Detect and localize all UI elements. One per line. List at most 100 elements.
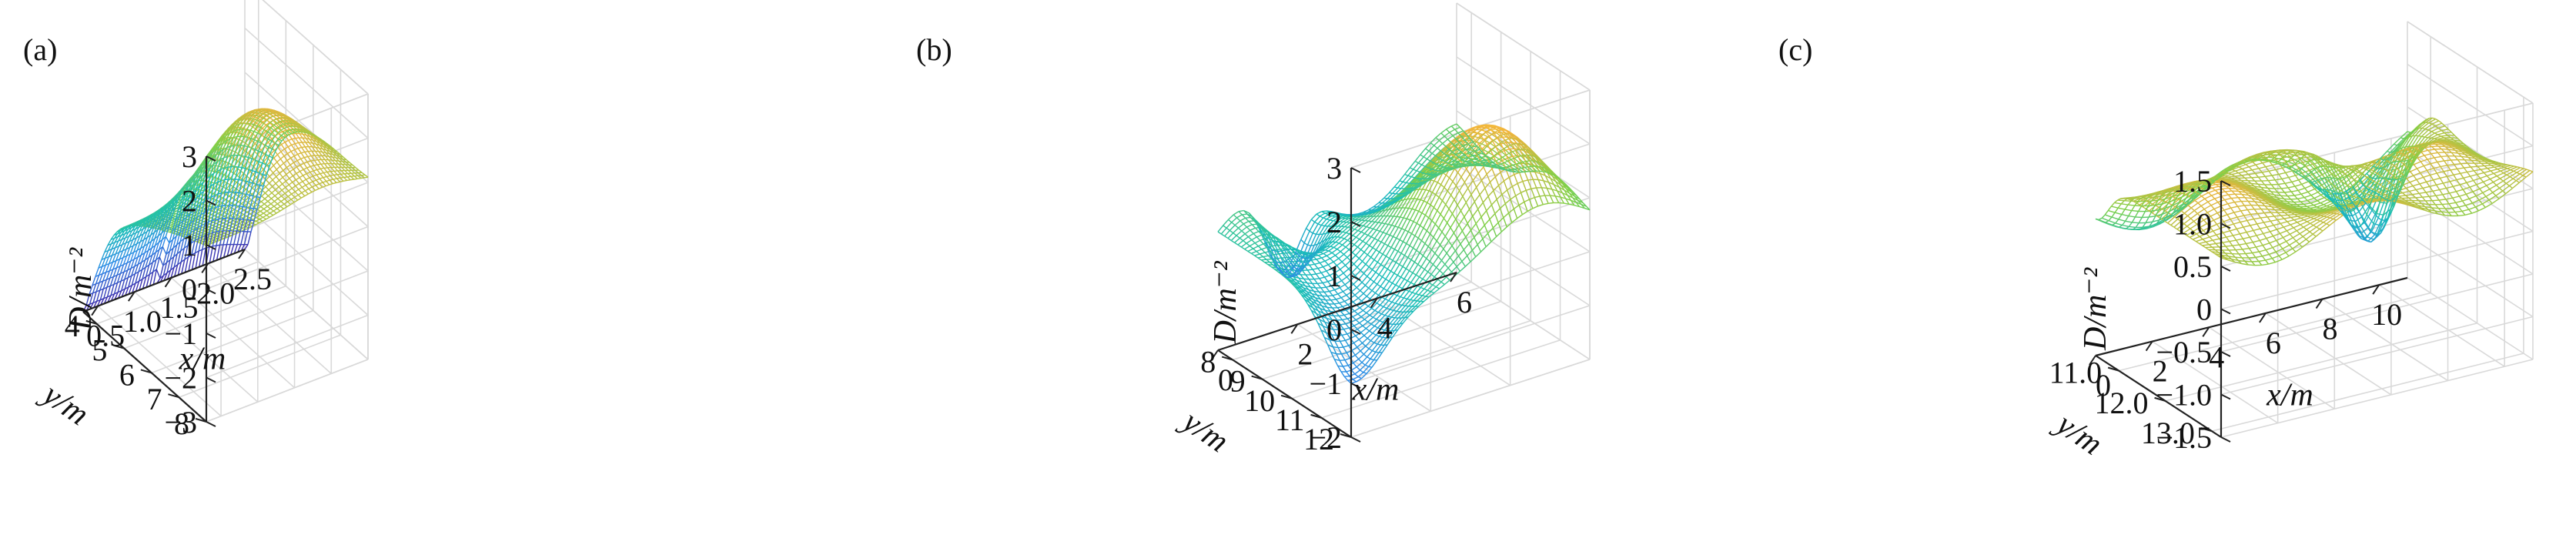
z-tick-label: 2 <box>182 184 197 219</box>
mesh-line <box>259 219 263 222</box>
mesh-line <box>272 175 277 181</box>
mesh-line <box>271 192 276 196</box>
mesh-line <box>300 157 305 160</box>
mesh-line <box>1358 252 1365 259</box>
mesh-line <box>1423 261 1430 270</box>
mesh-line <box>119 227 124 230</box>
mesh-line <box>139 233 144 242</box>
mesh-line <box>274 192 279 196</box>
mesh-line <box>265 182 270 188</box>
z-tick <box>206 332 216 339</box>
mesh-line <box>224 179 229 193</box>
mesh-line <box>313 159 318 165</box>
mesh-line <box>1403 270 1410 279</box>
mesh-line <box>295 185 299 190</box>
mesh-line <box>149 216 153 222</box>
mesh-line <box>96 290 101 302</box>
mesh-line <box>1403 245 1410 256</box>
mesh-line <box>110 238 115 245</box>
mesh-line <box>1342 318 1348 321</box>
mesh-line <box>1479 187 1486 195</box>
mesh-line <box>286 130 292 135</box>
mesh-line <box>293 199 299 203</box>
mesh-line <box>270 200 275 205</box>
mesh-line <box>306 177 310 180</box>
mesh-line <box>142 222 147 229</box>
mesh-line <box>1461 255 1468 262</box>
mesh-line <box>1317 282 1323 285</box>
mesh-line <box>1419 215 1427 226</box>
mesh-line <box>266 203 272 207</box>
mesh-line <box>295 182 299 187</box>
mesh-line <box>303 162 308 169</box>
mesh-line <box>267 198 272 202</box>
mesh-line <box>273 198 279 202</box>
mesh-line <box>259 220 263 224</box>
mesh-line <box>302 184 306 188</box>
mesh-line <box>1424 233 1431 244</box>
mesh-line <box>326 172 331 176</box>
mesh-line <box>216 244 220 246</box>
mesh-line <box>255 125 260 130</box>
mesh-line <box>266 125 272 129</box>
mesh-line <box>308 188 313 193</box>
mesh-line <box>1532 206 1538 209</box>
mesh-line <box>1432 256 1439 265</box>
grid-line <box>1232 281 1472 361</box>
mesh-line <box>306 167 311 173</box>
mesh-line <box>296 172 300 179</box>
mesh-line <box>1320 286 1326 289</box>
mesh-line <box>320 159 326 165</box>
mesh-line <box>306 162 311 167</box>
mesh-line <box>297 152 302 155</box>
mesh-line <box>229 185 234 192</box>
mesh-line <box>319 172 324 175</box>
mesh-line <box>319 173 324 179</box>
mesh-line <box>1485 241 1492 248</box>
mesh-line <box>1391 275 1398 284</box>
mesh-line <box>1385 247 1392 257</box>
mesh-line <box>287 193 293 197</box>
mesh-line <box>1362 338 1368 344</box>
mesh-line <box>279 162 284 167</box>
mesh-line <box>286 157 291 162</box>
mesh-line <box>275 182 279 188</box>
mesh-line <box>132 229 136 236</box>
z-tick-label: −3 <box>164 405 197 439</box>
mesh-line <box>280 151 285 157</box>
mesh-line <box>1343 288 1349 292</box>
mesh-line <box>107 239 112 246</box>
mesh-line <box>1460 236 1467 245</box>
mesh-line <box>276 203 281 207</box>
mesh-line <box>269 165 274 170</box>
mesh-line <box>1337 306 1343 309</box>
mesh-line <box>248 156 253 159</box>
mesh-line <box>244 145 249 148</box>
mesh-line <box>1360 242 1367 250</box>
mesh-line <box>1413 276 1420 285</box>
mesh-line <box>273 200 278 205</box>
mesh-line <box>263 206 268 209</box>
mesh-line <box>238 166 243 169</box>
mesh-line <box>92 276 96 286</box>
mesh-line <box>134 221 139 225</box>
mesh-line <box>105 256 109 266</box>
mesh-line <box>1462 188 1469 197</box>
mesh-line <box>85 294 90 306</box>
mesh-line <box>288 182 293 185</box>
mesh-line <box>112 267 118 277</box>
mesh-line <box>289 171 293 176</box>
mesh-line <box>1491 149 1498 154</box>
mesh-line <box>132 237 137 246</box>
mesh-line <box>106 286 112 298</box>
mesh-line <box>95 275 100 285</box>
grid-line <box>1456 272 1591 360</box>
mesh-line <box>302 175 307 180</box>
mesh-line <box>260 198 266 202</box>
x-axis-label: x/m <box>179 342 226 377</box>
mesh-line <box>1395 252 1402 263</box>
mesh-line <box>249 207 254 209</box>
mesh-line <box>278 189 283 194</box>
mesh-line <box>1410 274 1417 283</box>
mesh-line <box>267 139 273 142</box>
